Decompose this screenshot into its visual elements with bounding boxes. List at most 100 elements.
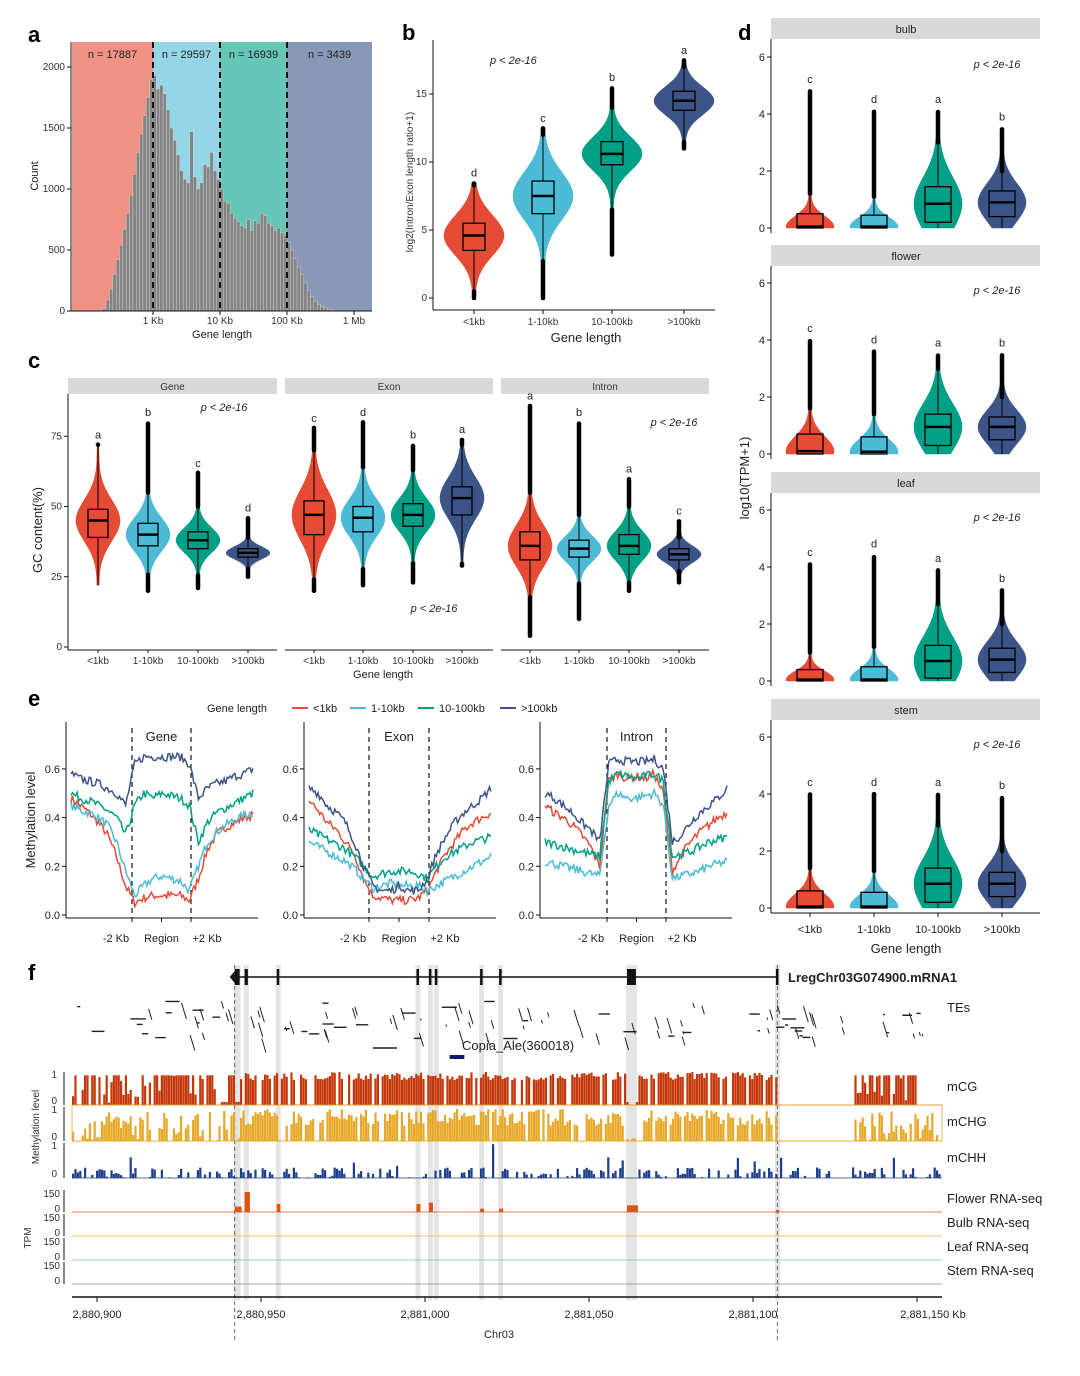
methylation-bar-mCG	[415, 1073, 418, 1105]
methylation-bar-mCG	[124, 1075, 127, 1105]
significance-letter: b	[576, 407, 582, 419]
methylation-bar-mCHH	[271, 1174, 274, 1178]
te-segment	[769, 1009, 774, 1021]
methylation-bar-mCG	[636, 1102, 639, 1105]
methylation-bar-mCHH	[854, 1174, 857, 1178]
methylation-bar-mCHH	[434, 1170, 437, 1178]
rna-coverage-peak	[499, 1208, 504, 1212]
methylation-bar-mCG	[436, 1078, 439, 1105]
methylation-bar-mCHH	[700, 1177, 703, 1178]
methylation-bar-mCG	[156, 1075, 159, 1105]
y-axis-label: log2(Intron/Exon length ratio+1)	[405, 112, 416, 252]
methylation-bar-mCHG	[549, 1125, 552, 1141]
methylation-bar-mCHG	[393, 1114, 396, 1141]
methylation-bar-mCHG	[124, 1122, 127, 1141]
te-segment	[802, 1005, 809, 1023]
y-axis-label: Count	[29, 161, 41, 190]
methylation-bar-mCHH	[664, 1176, 667, 1178]
methylation-bar-mCHH	[360, 1171, 363, 1178]
methylation-bar-mCHH	[388, 1169, 391, 1178]
c-Intron-10-100kb-outlier	[626, 477, 632, 482]
methylation-bar-mCHG	[194, 1115, 197, 1141]
track-scale-max: 1	[51, 1070, 57, 1081]
methylation-bar-mCHH	[74, 1169, 77, 1178]
methylation-bar-mCG	[384, 1074, 387, 1105]
methylation-bar-mCHH	[148, 1177, 151, 1178]
te-segment	[540, 1019, 543, 1024]
methylation-bar-mCHH	[736, 1157, 739, 1178]
methylation-bar-mCHH	[648, 1170, 651, 1178]
methylation-bar-mCHH	[645, 1170, 648, 1178]
x-tick-label: 2,881,100	[729, 1309, 778, 1321]
methylation-bar-mCG	[268, 1078, 271, 1105]
methylation-bar-mCHH	[333, 1167, 336, 1178]
methylation-bar-mCHH	[825, 1173, 828, 1178]
histogram-bar	[236, 221, 241, 312]
methylation-bar-mCHH	[264, 1169, 267, 1178]
rna-coverage-peak	[234, 1206, 242, 1212]
methylation-bar-mCHH	[379, 1168, 382, 1178]
track-scale-min: 0	[51, 1132, 57, 1143]
methylation-bar-mCG	[585, 1074, 588, 1105]
te-segment	[325, 1011, 329, 1019]
d-stem-10-100kb-outlier	[935, 792, 941, 798]
x-tick-label: 1 Mb	[343, 316, 366, 327]
d-flower->100kb-outlier	[999, 353, 1005, 358]
methylation-bar-mCHG	[343, 1118, 346, 1141]
rna-coverage-peak	[627, 1205, 638, 1212]
histogram-bar	[209, 152, 214, 312]
methylation-bar-mCG	[537, 1079, 540, 1105]
histogram-bar	[162, 93, 167, 312]
y-tick-label: 0	[421, 293, 427, 304]
methylation-bar-mCHH	[909, 1174, 912, 1178]
methylation-bar-mCG	[237, 1101, 240, 1105]
methylation-bar-mCG	[206, 1075, 209, 1105]
methylation-bar-mCHH	[590, 1170, 593, 1178]
methylation-bar-mCHH	[592, 1174, 595, 1178]
methylation-bar-mCG	[355, 1078, 358, 1105]
methylation-bar-mCG	[381, 1076, 384, 1105]
group-count-label: n = 17887	[88, 49, 137, 61]
methylation-bar-mCHH	[180, 1168, 183, 1178]
methylation-bar-mCHG	[859, 1122, 862, 1141]
methylation-bar-mCHG	[616, 1113, 619, 1141]
methylation-bar-mCG	[662, 1072, 665, 1105]
methylation-bar-mCHG	[240, 1118, 243, 1141]
methylation-bar-mCHG	[247, 1123, 250, 1141]
y-tick-label: 2	[759, 619, 765, 631]
te-segment	[225, 1012, 230, 1022]
methylation-bar-mCHG	[72, 1131, 75, 1141]
methylation-bar-mCHG	[403, 1125, 406, 1141]
methylation-bar-mCHH	[321, 1168, 324, 1178]
c-Gene->100kb-outlier	[245, 566, 251, 572]
methylation-bar-mCHG	[554, 1118, 557, 1141]
methylation-bar-mCG	[583, 1073, 586, 1105]
te-segment	[776, 1005, 781, 1015]
methylation-bar-mCHH	[196, 1170, 199, 1178]
methylation-bar-mCHG	[775, 1115, 778, 1141]
methylation-bar-mCHH	[926, 1176, 929, 1178]
histogram-bar	[246, 219, 251, 312]
te-segment	[201, 1032, 206, 1041]
d-stem-<1kb-outlier	[807, 792, 813, 797]
methylation-bar-mCHG	[890, 1111, 893, 1141]
methylation-bar-mCHG	[924, 1125, 927, 1141]
methylation-bar-mCHG	[165, 1118, 168, 1141]
gene-exon	[428, 969, 432, 985]
methylation-bar-mCHG	[900, 1125, 903, 1141]
methylation-bar-mCHG	[607, 1115, 610, 1141]
methylation-bar-mCHH	[540, 1174, 543, 1178]
methylation-bar-mCG	[213, 1089, 216, 1105]
histogram-bar	[203, 164, 207, 312]
methylation-bar-mCG	[578, 1077, 581, 1105]
methylation-bar-mCHG	[679, 1116, 682, 1141]
methylation-bar-mCHG	[592, 1119, 595, 1141]
methylation-bar-mCG	[878, 1075, 881, 1105]
methylation-bar-mCG	[540, 1077, 543, 1105]
methylation-bar-mCHG	[864, 1126, 867, 1141]
x-tick-label: 10-100kb	[177, 656, 219, 667]
d-bulb-1-10kb-box	[860, 214, 888, 229]
methylation-bar-mCG	[283, 1073, 286, 1105]
methylation-bar-mCG	[184, 1075, 187, 1105]
methylation-bar-mCHH	[691, 1167, 694, 1178]
